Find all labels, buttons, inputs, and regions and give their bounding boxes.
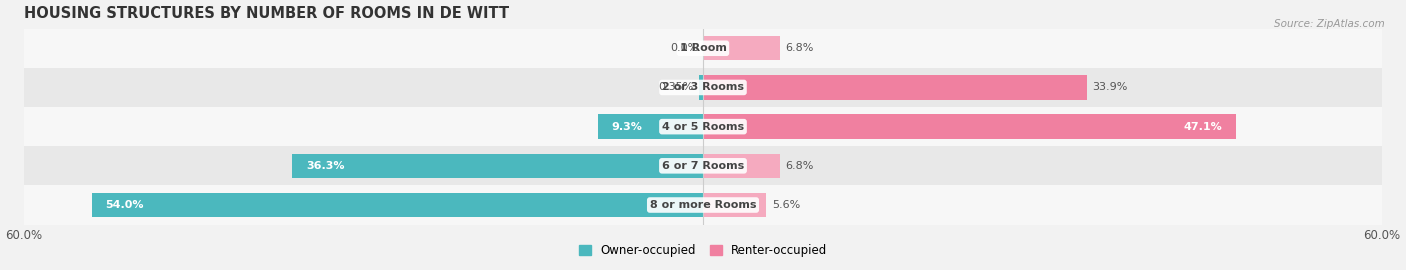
Bar [24,146,1382,185]
Text: 4 or 5 Rooms: 4 or 5 Rooms [662,122,744,132]
Bar [703,36,780,60]
Text: 47.1%: 47.1% [1184,122,1222,132]
Bar [703,193,766,217]
Bar [598,114,703,139]
Text: 1 Room: 1 Room [679,43,727,53]
Text: 6.8%: 6.8% [786,43,814,53]
Text: 2 or 3 Rooms: 2 or 3 Rooms [662,82,744,92]
Bar [703,114,1236,139]
Text: HOUSING STRUCTURES BY NUMBER OF ROOMS IN DE WITT: HOUSING STRUCTURES BY NUMBER OF ROOMS IN… [24,6,509,21]
Text: 0.0%: 0.0% [671,43,699,53]
Text: 0.35%: 0.35% [658,82,693,92]
Text: 54.0%: 54.0% [105,200,143,210]
Bar [703,154,780,178]
Bar [24,29,1382,68]
Bar [292,154,703,178]
Text: 8 or more Rooms: 8 or more Rooms [650,200,756,210]
Bar [699,75,703,100]
Bar [24,185,1382,225]
Text: 6 or 7 Rooms: 6 or 7 Rooms [662,161,744,171]
Bar [703,75,1087,100]
Text: 36.3%: 36.3% [307,161,344,171]
Text: Source: ZipAtlas.com: Source: ZipAtlas.com [1274,19,1385,29]
Text: 33.9%: 33.9% [1092,82,1128,92]
Bar [24,107,1382,146]
Bar [24,68,1382,107]
Legend: Owner-occupied, Renter-occupied: Owner-occupied, Renter-occupied [574,239,832,262]
Bar [91,193,703,217]
Text: 6.8%: 6.8% [786,161,814,171]
Text: 5.6%: 5.6% [772,200,800,210]
Text: 9.3%: 9.3% [612,122,643,132]
